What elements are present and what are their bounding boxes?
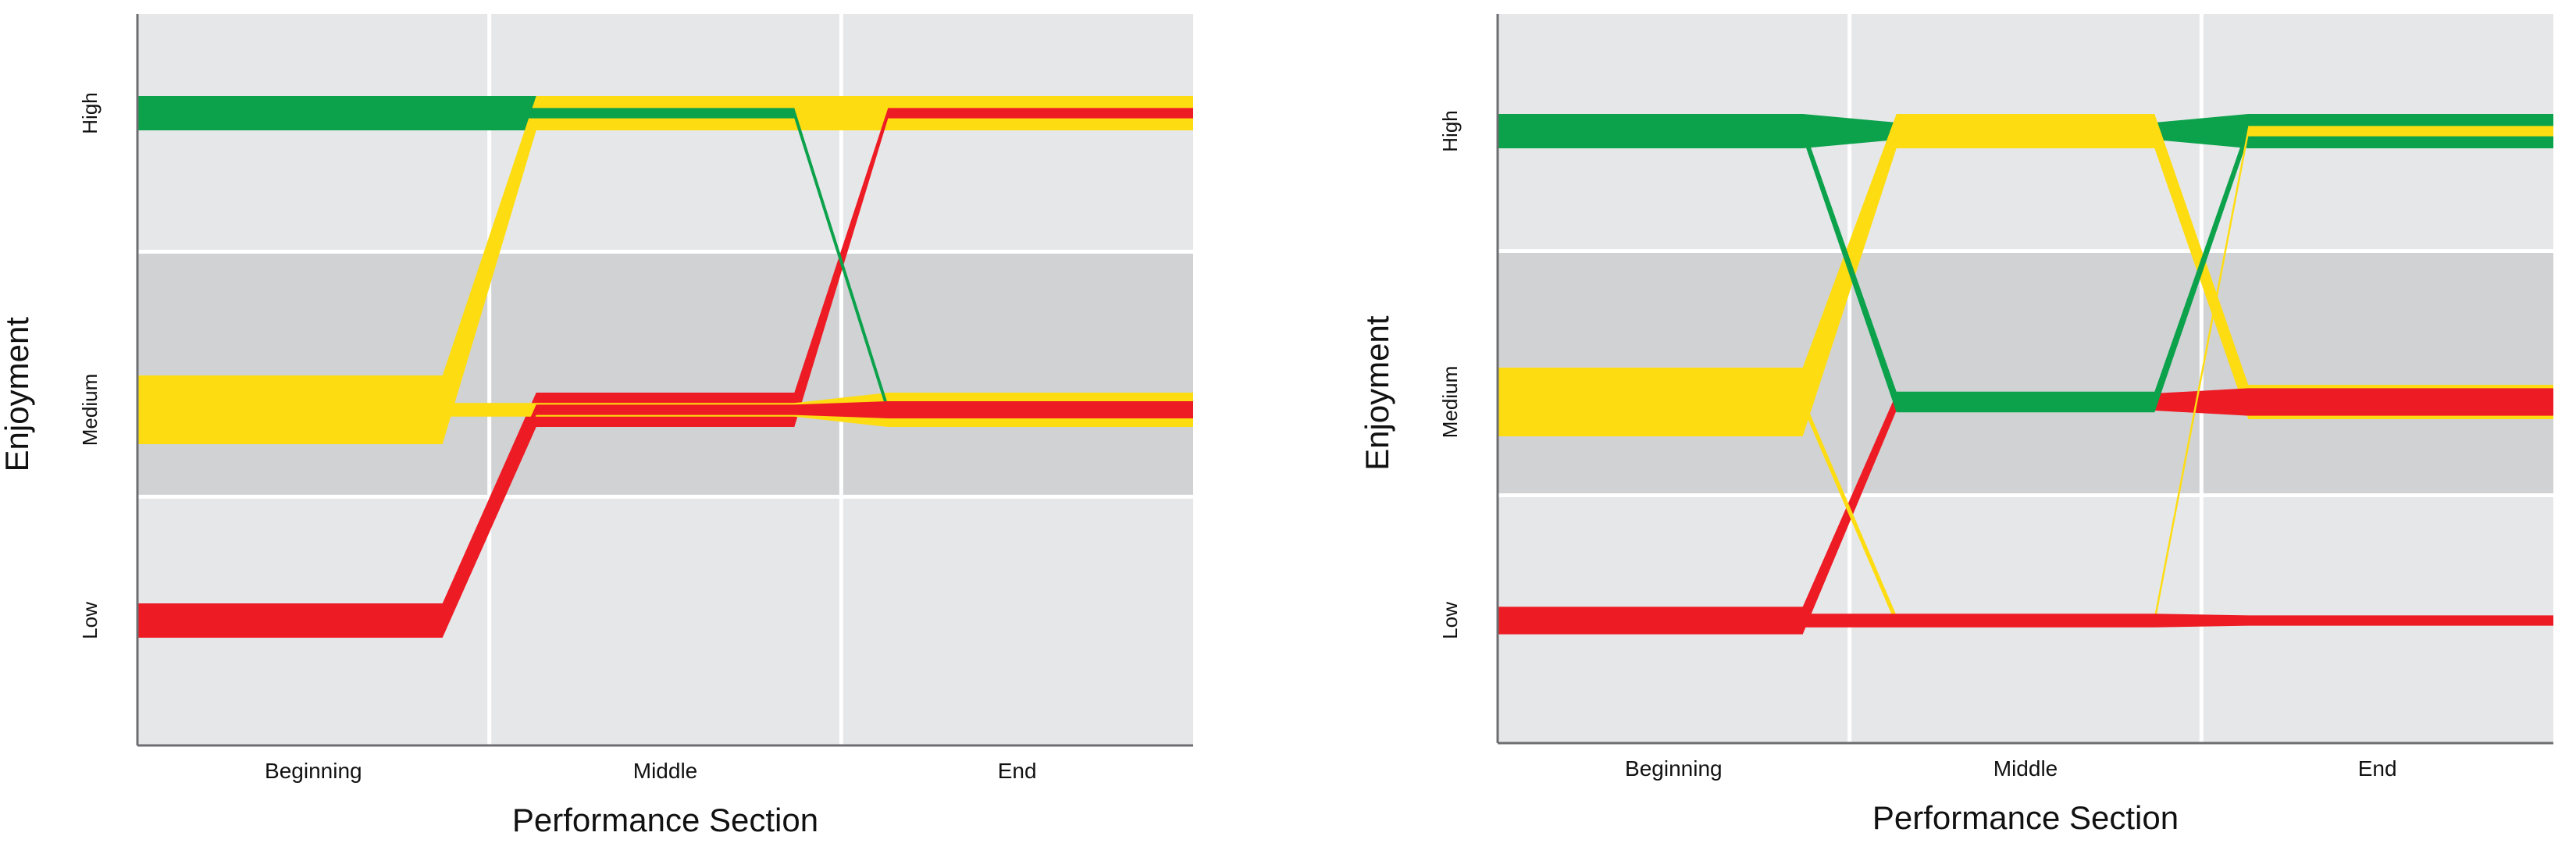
background-band — [137, 251, 1193, 497]
y-tick-label: Medium — [1438, 366, 1462, 438]
x-axis-title: Performance Section — [1872, 799, 2179, 836]
chart-2: Low Medium High Beginning Middle End Performan… — [1359, 14, 2553, 836]
x-tick-label: End — [998, 759, 1037, 783]
y-axis-title: Enjoyment — [0, 317, 35, 472]
y-tick-label: Low — [1438, 602, 1462, 639]
background-band — [137, 14, 1193, 252]
series-band — [1498, 388, 2553, 635]
y-tick-label: High — [1438, 110, 1462, 151]
x-tick-label: Beginning — [265, 759, 362, 783]
y-tick-label: Low — [78, 602, 102, 639]
x-tick-label: Middle — [633, 759, 697, 783]
series-band — [1498, 614, 2553, 628]
x-tick-label: Middle — [1993, 756, 2058, 781]
y-tick-label: Medium — [78, 374, 102, 446]
x-axis-title: Performance Section — [512, 802, 818, 838]
y-tick-label: High — [78, 92, 102, 133]
y-axis-title: Enjoyment — [1359, 315, 1395, 471]
x-tick-label: Beginning — [1625, 756, 1723, 781]
chart-1: Low Medium High Beginning Middle End Performan… — [0, 14, 1193, 838]
x-tick-label: End — [2358, 756, 2397, 781]
